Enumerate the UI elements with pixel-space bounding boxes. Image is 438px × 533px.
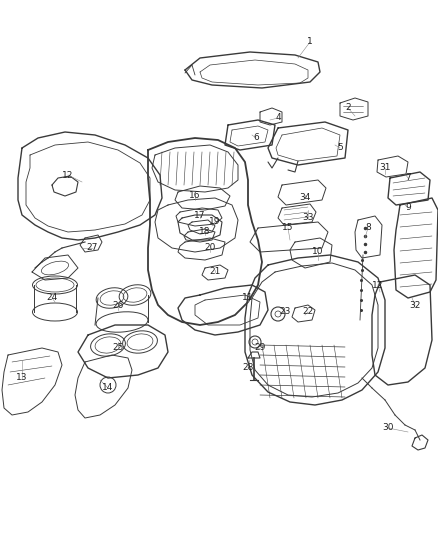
Text: 21: 21: [209, 268, 221, 277]
Text: 18: 18: [199, 228, 211, 237]
Text: 15: 15: [282, 223, 294, 232]
Text: 31: 31: [379, 164, 391, 173]
Text: 30: 30: [382, 424, 394, 432]
Text: 26: 26: [112, 301, 124, 310]
Text: 20: 20: [204, 244, 215, 253]
Text: 29: 29: [254, 343, 266, 352]
Text: 33: 33: [302, 214, 314, 222]
Text: 2: 2: [345, 103, 351, 112]
Text: 14: 14: [102, 384, 114, 392]
Text: 9: 9: [405, 204, 411, 213]
Text: 11: 11: [242, 294, 254, 303]
Text: 27: 27: [86, 244, 98, 253]
Text: 7: 7: [405, 174, 411, 182]
Text: 32: 32: [410, 301, 420, 310]
Text: 17: 17: [194, 211, 206, 220]
Text: 12: 12: [372, 280, 384, 289]
Text: 34: 34: [299, 193, 311, 203]
Text: 4: 4: [275, 114, 281, 123]
Text: 16: 16: [189, 190, 201, 199]
Text: 13: 13: [16, 374, 28, 383]
Text: 1: 1: [307, 37, 313, 46]
Text: 25: 25: [112, 343, 124, 352]
Text: 22: 22: [302, 308, 314, 317]
Text: 6: 6: [253, 133, 259, 142]
Text: 10: 10: [312, 247, 324, 256]
Text: 12: 12: [62, 171, 74, 180]
Text: 28: 28: [242, 364, 254, 373]
Text: 19: 19: [209, 217, 221, 227]
Text: 23: 23: [279, 308, 291, 317]
Text: 5: 5: [337, 143, 343, 152]
Text: 8: 8: [365, 223, 371, 232]
Text: 24: 24: [46, 294, 58, 303]
